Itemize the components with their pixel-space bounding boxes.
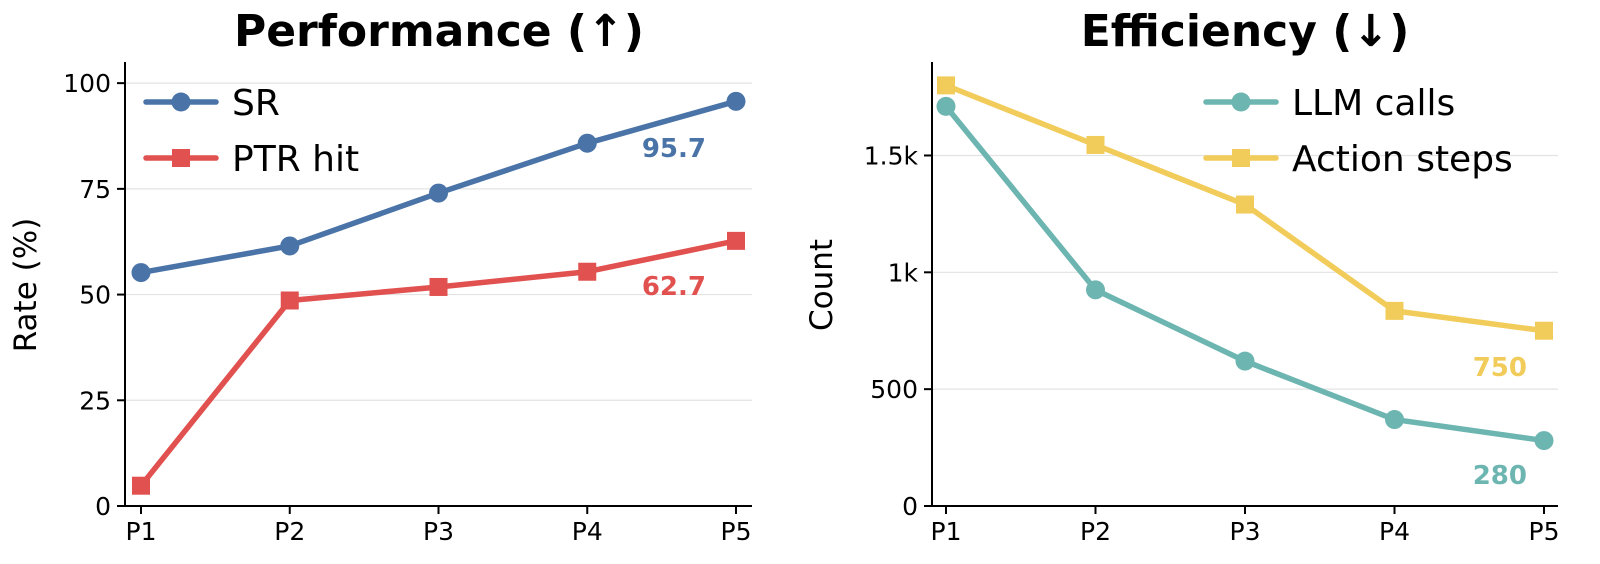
performance-legend: SR PTR hit <box>143 83 359 180</box>
efficiency-legend-marker <box>1232 149 1250 167</box>
efficiency-ytick-label: 500 <box>870 375 918 404</box>
performance-annotation: 62.7 <box>642 272 706 302</box>
performance-title: Performance (↑) <box>234 6 644 57</box>
efficiency-ytick-label: 1k <box>888 258 919 287</box>
performance-axes: 0 25 50 75 100 P1 P2 P3 P4 P5 <box>63 62 752 546</box>
efficiency-axes: 0 500 1k 1.5k P1 P2 P3 P4 P5 <box>864 62 1560 546</box>
efficiency-series <box>936 76 1554 451</box>
performance-xtick-label: P5 <box>721 517 752 546</box>
performance-xtick-label: P1 <box>126 517 157 546</box>
performance-series-0-point <box>429 183 448 203</box>
efficiency-xtick-label: P3 <box>1230 517 1261 546</box>
performance-series-1-point <box>280 291 299 310</box>
performance-series <box>131 91 746 495</box>
efficiency-title: Efficiency (↓) <box>1081 6 1410 57</box>
efficiency-series-1-point <box>1535 321 1553 340</box>
performance-legend-marker <box>172 149 190 167</box>
performance-legend-marker <box>171 92 191 112</box>
performance-ylabel: Rate (%) <box>8 218 44 353</box>
performance-xtick-label: P2 <box>274 517 305 546</box>
performance-ytick-label: 0 <box>95 492 111 521</box>
efficiency-xtick-label: P2 <box>1080 517 1111 546</box>
performance-grid <box>125 82 752 401</box>
efficiency-xtick-label: P5 <box>1529 517 1560 546</box>
efficiency-legend: LLM calls Action steps <box>1203 83 1513 180</box>
performance-series-1-point <box>429 277 448 296</box>
performance-ytick-label: 100 <box>63 69 111 98</box>
efficiency-series-0-point <box>1534 431 1554 451</box>
efficiency-series-1-point <box>1385 301 1404 320</box>
performance-series-0-point <box>280 236 300 256</box>
performance-series-0-point <box>726 91 746 111</box>
performance-series-1-point <box>578 262 597 281</box>
efficiency-series-0-point <box>1086 280 1105 300</box>
efficiency-xtick-label: P4 <box>1379 517 1410 546</box>
performance-ytick-label: 75 <box>79 175 111 204</box>
performance-xtick-label: P3 <box>423 517 454 546</box>
performance-annotations: 95.7 62.7 <box>642 134 706 302</box>
efficiency-series-1-point <box>1086 135 1105 154</box>
performance-series-0-point <box>577 133 597 153</box>
efficiency-series-1-point <box>1236 195 1254 214</box>
performance-annotation: 95.7 <box>642 134 706 164</box>
efficiency-series-1-point <box>937 76 955 95</box>
performance-series-1-point <box>132 476 150 495</box>
efficiency-series-0-point <box>1235 351 1255 371</box>
efficiency-series-0-point <box>936 96 956 116</box>
efficiency-annotations: 280 750 <box>1473 353 1527 491</box>
efficiency-legend-marker <box>1231 92 1251 112</box>
efficiency-annotation: 280 <box>1473 461 1527 491</box>
efficiency-series-0-point <box>1385 410 1404 430</box>
efficiency-ytick-label: 1.5k <box>864 141 919 170</box>
efficiency-ytick-label: 0 <box>902 492 918 521</box>
performance-ytick-label: 25 <box>79 386 111 415</box>
performance-legend-label: PTR hit <box>232 139 359 180</box>
efficiency-xtick-label: P1 <box>931 517 962 546</box>
performance-ytick-label: 50 <box>79 281 111 310</box>
performance-xtick-label: P4 <box>572 517 603 546</box>
efficiency-annotation: 750 <box>1473 353 1527 383</box>
performance-series-0-point <box>131 263 151 283</box>
performance-series-1-point <box>727 231 745 250</box>
performance-legend-label: SR <box>232 83 280 124</box>
efficiency-chart: Efficiency (↓) Count 0 500 1k 1.5k P1 P2 P3 P4 P… <box>804 6 1559 546</box>
performance-chart: Performance (↑) Rate (%) 0 25 50 75 100 P1 P2 P… <box>8 6 752 546</box>
efficiency-ylabel: Count <box>804 239 840 331</box>
efficiency-legend-label: Action steps <box>1292 139 1513 180</box>
efficiency-legend-label: LLM calls <box>1292 83 1455 124</box>
